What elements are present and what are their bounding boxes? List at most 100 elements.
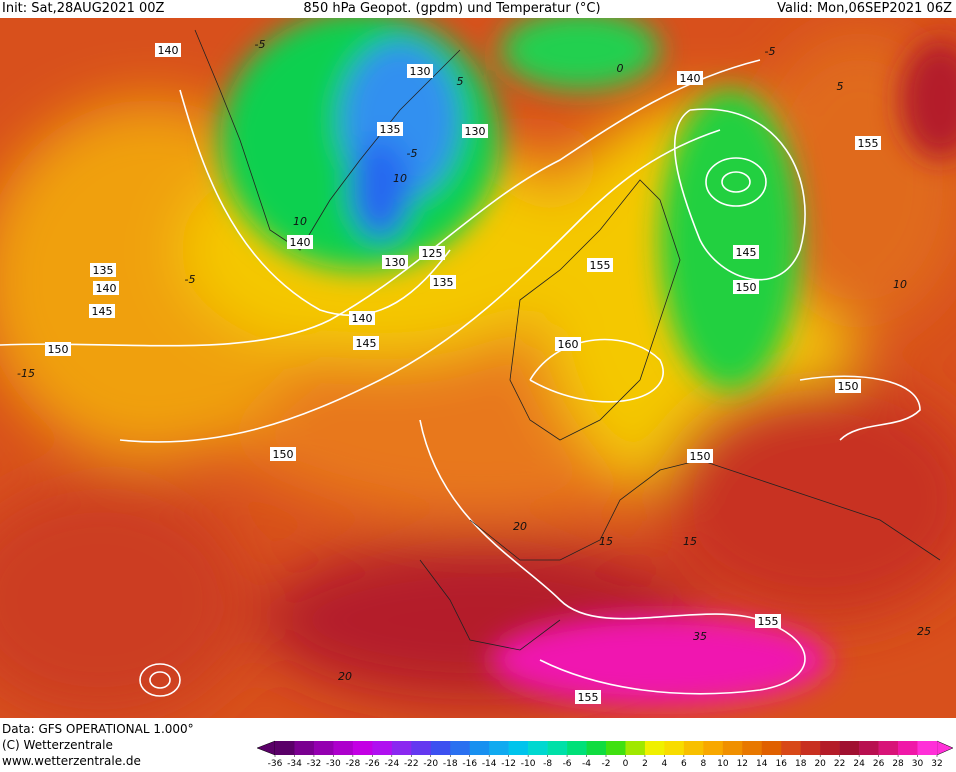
contour-label: 140 (290, 236, 311, 249)
temperature-label: 15 (683, 535, 697, 548)
contour-label-box (575, 690, 601, 704)
colorbar-segment (820, 741, 840, 755)
colorbar-tick-label: 18 (795, 759, 807, 768)
colorbar-tick-label: 6 (681, 759, 687, 768)
colorbar-tick-label: -4 (582, 759, 591, 768)
contour-label-box (733, 245, 759, 259)
temperature-label: 35 (693, 630, 707, 643)
colorbar-tick-label: -12 (501, 759, 516, 768)
temperature-label: 5 (837, 80, 844, 93)
colorbar-tick-label: 4 (662, 759, 668, 768)
contour-label: 135 (93, 264, 114, 277)
contour-label-box (89, 304, 115, 318)
colorbar-tick-label: -24 (384, 759, 399, 768)
colorbar-segment (469, 741, 490, 755)
colorbar-tick-label: -14 (482, 759, 497, 768)
colorbar-tick-label: 32 (931, 759, 942, 768)
map-title: 850 hPa Geopot. (gpdm) und Temperatur (°… (303, 1, 600, 16)
colorbar-segment (606, 741, 626, 755)
contour-label-box (407, 64, 433, 78)
colorbar-tick-label: 2 (642, 759, 648, 768)
contour-label-box (270, 447, 296, 461)
temperature-label: 0 (617, 62, 624, 75)
colorbar-tick-label: -36 (268, 759, 283, 768)
contour-label: 150 (273, 448, 294, 461)
contour-label-box (555, 337, 581, 351)
colorbar-segment (430, 741, 451, 755)
contour-label: 155 (758, 615, 779, 628)
temperature-label: 10 (393, 172, 407, 185)
contour-label: 160 (558, 338, 579, 351)
contour-label: 150 (690, 450, 711, 463)
contour-label: 150 (838, 380, 859, 393)
colorbar-tick-label: -8 (543, 759, 552, 768)
colorbar-tick-label: -28 (346, 759, 361, 768)
contour-label: 150 (736, 281, 757, 294)
colorbar-tick-label: 28 (892, 759, 904, 768)
contour-label: 150 (48, 343, 69, 356)
temperature-label: 25 (917, 625, 931, 638)
colorbar-segment (800, 741, 821, 755)
colorbar-segment (489, 741, 509, 755)
colorbar-segment (586, 741, 607, 755)
contour-label-box (349, 311, 375, 325)
colorbar-segment (664, 741, 685, 755)
contour-label: 130 (465, 125, 486, 138)
contour-label-box (287, 235, 313, 249)
valid-time: Valid: Mon,06SEP2021 06Z (777, 1, 952, 16)
contour-label: 125 (422, 247, 443, 260)
colorbar-segment (352, 741, 373, 755)
contour-label: 155 (578, 691, 599, 704)
colorbar-segment (859, 741, 879, 755)
colorbar-tick-label: 20 (814, 759, 826, 768)
colorbar-segment (333, 741, 354, 755)
contour-label-box (835, 379, 861, 393)
colorbar-segment (391, 741, 412, 755)
init-time: Init: Sat,28AUG2021 00Z (2, 1, 165, 16)
contour-label-box (687, 449, 713, 463)
contour-label-box (155, 43, 181, 57)
colorbar-tick-label: 10 (717, 759, 729, 768)
colorbar-tick-label: 8 (700, 759, 706, 768)
colorbar-tick-label: -30 (326, 759, 341, 768)
website: www.wetterzentrale.de (2, 754, 141, 768)
colorbar-tick-label: -34 (287, 759, 302, 768)
colorbar-segment (547, 741, 568, 755)
colorbar-tick-label: 24 (853, 759, 865, 768)
contour-label: 135 (380, 123, 401, 136)
colorbar-tick-label: 30 (912, 759, 924, 768)
temperature-label: -5 (185, 273, 196, 286)
colorbar-segment (528, 741, 548, 755)
contour-label-box (419, 246, 445, 260)
contour-label-box (430, 275, 456, 289)
contour-label-box (855, 136, 881, 150)
colorbar-segment (450, 741, 471, 755)
contour-label-box (90, 263, 116, 277)
temperature-label: 20 (338, 670, 352, 683)
contour-label: 130 (410, 65, 431, 78)
temperature-label: -15 (17, 367, 35, 380)
contour-label-box (755, 614, 781, 628)
coastlines (194, 29, 941, 651)
colorbar-tick-label: -26 (365, 759, 380, 768)
contour-label: 145 (356, 337, 377, 350)
colorbar-segment (294, 741, 315, 755)
colorbar-segment (898, 741, 918, 755)
copyright: (C) Wetterzentrale (2, 738, 113, 752)
contour-label: 140 (158, 44, 179, 57)
colorbar-segment (275, 741, 295, 755)
contour-label-box (353, 336, 379, 350)
contour-label: 140 (352, 312, 373, 325)
colorbar-segment (683, 741, 704, 755)
contour-label: 135 (433, 276, 454, 289)
contour-label: 145 (736, 246, 757, 259)
contour-label: 140 (680, 72, 701, 85)
colorbar-tick-label: -22 (404, 759, 419, 768)
colorbar-tick-label: 26 (873, 759, 885, 768)
colorbar-tick-label: 16 (776, 759, 788, 768)
colorbar-tick-label: -20 (423, 759, 438, 768)
colorbar-tick-label: -6 (563, 759, 572, 768)
contour-label-box (377, 122, 403, 136)
